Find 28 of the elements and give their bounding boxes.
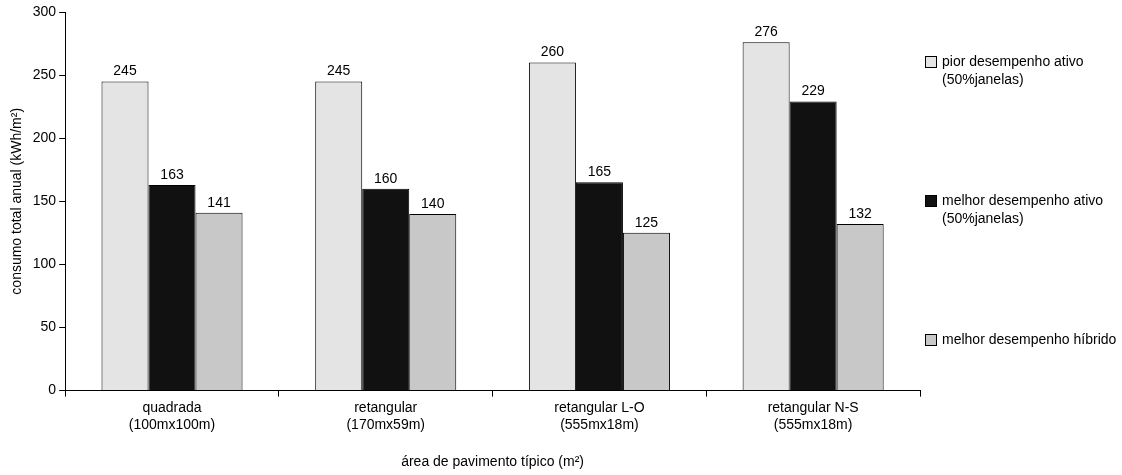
data-label: 160 <box>374 169 398 186</box>
legend-label: melhor desempenho híbrido <box>942 330 1117 349</box>
data-label: 140 <box>421 194 445 211</box>
x-tick-label: quadrada (100mx100m) <box>128 398 216 432</box>
data-label: 229 <box>801 82 826 99</box>
y-tick-label: 150 <box>32 192 57 209</box>
y-axis-title: consumo total anual (kWh/m²) <box>8 107 25 295</box>
data-label: 245 <box>327 62 351 79</box>
x-tick-label: retangular (170mx59m) <box>346 398 426 432</box>
y-tick-label: 200 <box>32 129 57 146</box>
x-axis-title: área de pavimento típico (m²) <box>401 453 585 470</box>
data-label: 276 <box>754 23 779 40</box>
data-label: 141 <box>207 193 231 210</box>
y-tick-label: 300 <box>32 2 57 19</box>
y-tick-label: 100 <box>32 255 57 272</box>
legend-label: pior desempenho ativo (50%janelas) <box>942 51 1084 88</box>
data-label: 163 <box>160 165 184 182</box>
data-label: 125 <box>634 213 659 230</box>
y-tick-label: 50 <box>40 318 57 335</box>
x-tick-label: retangular N-S (555mx18m) <box>767 398 859 432</box>
y-tick-label: 250 <box>32 65 57 82</box>
x-tick-label: retangular L-O (555mx18m) <box>554 398 645 432</box>
legend-label: melhor desempenho ativo (50%janelas) <box>942 191 1104 227</box>
data-label: 165 <box>587 163 612 180</box>
data-label: 245 <box>113 62 137 79</box>
data-label: 260 <box>540 43 565 60</box>
y-tick-label: 0 <box>48 381 57 398</box>
data-label: 132 <box>848 204 873 221</box>
